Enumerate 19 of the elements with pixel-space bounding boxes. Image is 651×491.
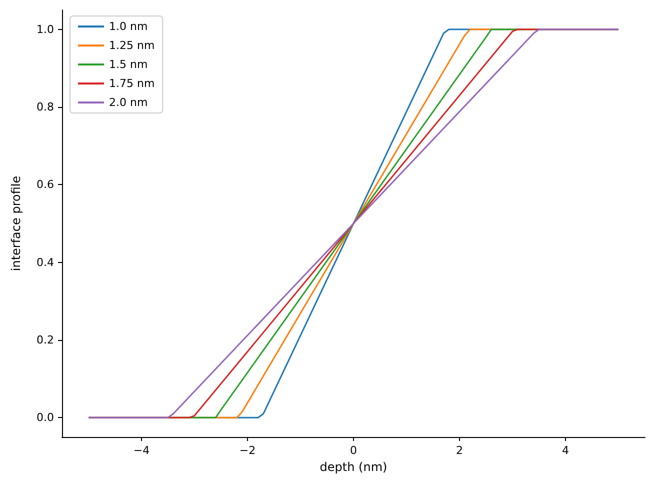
y-axis-title: interface profile <box>9 176 23 272</box>
y-tick-label: 0.8 <box>36 100 54 114</box>
y-tick-label: 0.6 <box>36 178 54 192</box>
legend-label: 2.0 nm <box>109 96 148 109</box>
y-tick-label: 1.0 <box>36 22 54 36</box>
y-tick-label: 0.4 <box>36 256 54 269</box>
legend-label: 1.5 nm <box>109 58 148 71</box>
x-tick-label: 4 <box>562 444 569 457</box>
x-tick-label: −4 <box>133 444 150 457</box>
legend-label: 1.0 nm <box>109 20 148 33</box>
x-axis-title: depth (nm) <box>320 460 388 474</box>
y-tick-label: 0.0 <box>36 411 54 424</box>
x-tick-label: 2 <box>456 444 463 457</box>
line-series <box>88 28 620 418</box>
x-tick-label: −2 <box>239 444 256 457</box>
legend-label: 1.25 nm <box>109 39 155 52</box>
legend-label: 1.75 nm <box>109 77 155 90</box>
y-tick-label: 0.2 <box>36 333 54 346</box>
x-tick-label: 0 <box>350 444 357 457</box>
